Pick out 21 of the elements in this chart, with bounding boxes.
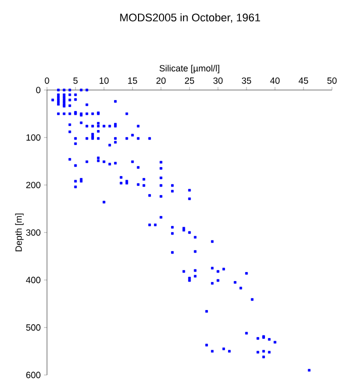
y-axis-title: Depth [m] [15, 214, 24, 252]
x-tick-label: 45 [298, 78, 308, 84]
x-tick-label: 50 [327, 77, 337, 84]
y-tick-label: 300 [26, 229, 40, 236]
x-tick-label: 10 [100, 77, 109, 84]
x-tick-label: 0 [44, 77, 50, 84]
x-axis-title: Silicate [µmol/l] [160, 64, 220, 74]
y-tick-label: 400 [26, 276, 40, 284]
x-tick-label: 35 [242, 77, 252, 84]
x-tick-label: 40 [270, 77, 280, 84]
y-tick-label: 200 [26, 182, 40, 188]
y-tick-label: 500 [26, 324, 40, 331]
x-tick-label: 30 [213, 77, 223, 84]
y-tick-label: 600 [26, 372, 40, 378]
x-tick-label: 25 [184, 77, 194, 84]
x-tick-label: 20 [156, 77, 166, 84]
x-tick-label: 15 [128, 78, 138, 84]
chart-title: MODS2005 in October, 1961 [120, 13, 260, 23]
x-tick-label: 5 [73, 78, 78, 84]
y-tick-label: 0 [36, 86, 40, 94]
y-tick-label: 100 [26, 134, 40, 141]
